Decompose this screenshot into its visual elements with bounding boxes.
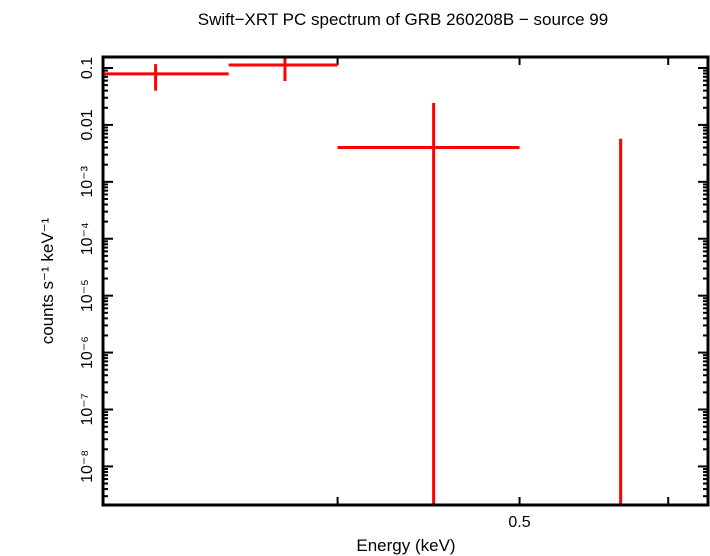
data-point: [228, 57, 338, 82]
y-tick-label: 0.1: [79, 57, 96, 79]
data-point: [103, 64, 229, 91]
chart-title: Swift−XRT PC spectrum of GRB 260208B − s…: [198, 10, 608, 29]
x-axis-label: Energy (keV): [356, 536, 455, 555]
tick-labels: 0.1 0.01 10⁻³ 10⁻⁴ 10⁻⁵ 10⁻⁶ 10⁻⁷ 10⁻⁸ 0.5: [79, 57, 531, 531]
y-tick-label: 10⁻⁶: [79, 336, 96, 369]
y-tick-label: 10⁻⁷: [79, 393, 96, 425]
y-tick-label: 0.01: [79, 109, 96, 140]
data-points: [103, 57, 623, 505]
x-tick-label: 0.5: [508, 514, 530, 531]
y-tick-label: 10⁻⁵: [79, 279, 96, 312]
y-tick-label: 10⁻⁸: [79, 450, 96, 483]
y-tick-label: 10⁻³: [79, 165, 96, 197]
axis-ticks: [103, 57, 708, 505]
y-axis-label: counts s⁻¹ keV⁻¹: [38, 217, 57, 344]
y-tick-label: 10⁻⁴: [79, 222, 96, 255]
data-point: [337, 102, 520, 505]
plot-frame: [101, 55, 710, 507]
